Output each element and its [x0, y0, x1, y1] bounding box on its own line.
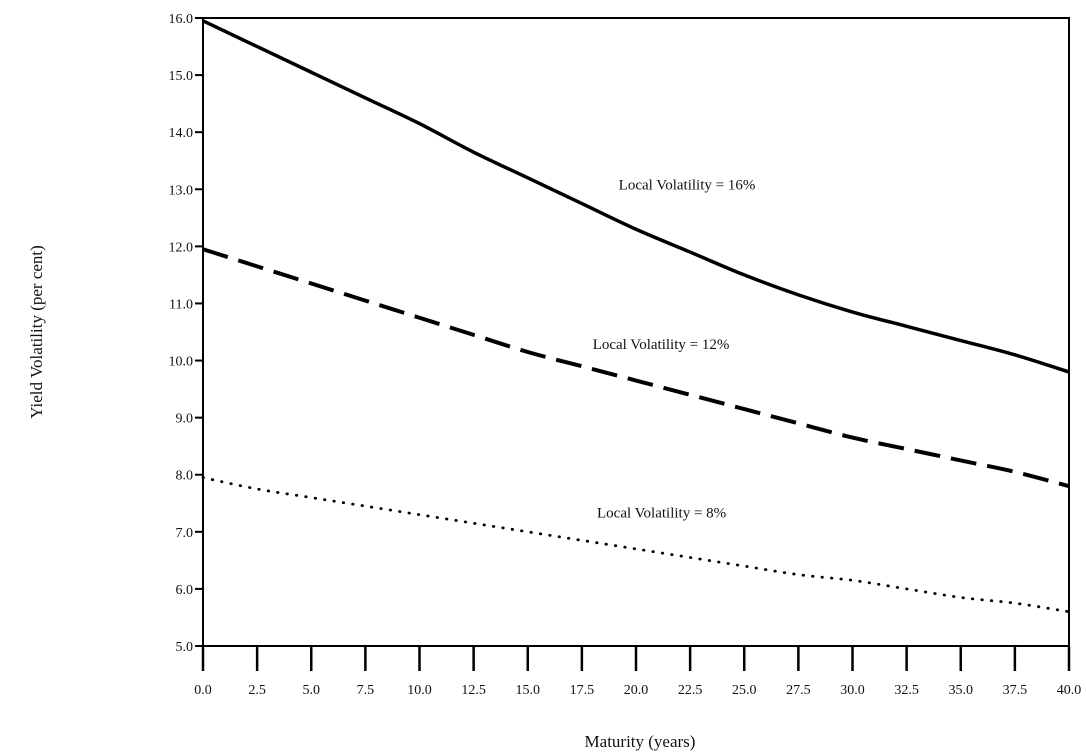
series-layer [201, 19, 1071, 614]
x-tick-label: 7.5 [357, 683, 375, 698]
x-tick-label: 32.5 [894, 683, 919, 698]
x-tick-label: 5.0 [303, 683, 321, 698]
y-axis-title: Yield Volatility (per cent) [27, 245, 46, 419]
x-tick-label: 15.0 [516, 683, 541, 698]
x-tick-label: 2.5 [248, 683, 266, 698]
x-tick-label: 10.0 [407, 683, 432, 698]
y-tick-label: 10.0 [169, 355, 194, 370]
x-tick-label: 22.5 [678, 683, 703, 698]
x-tick-label: 25.0 [732, 683, 757, 698]
y-tick-label: 7.0 [176, 526, 194, 541]
x-axis-ticks: 0.0 2.5 5.0 7.5 10.0 12.5 15.0 17.5 20.0 22.5 25.0… [194, 646, 1081, 698]
x-tick-label: 0.0 [194, 683, 212, 698]
y-tick-label: 5.0 [176, 640, 194, 655]
x-axis-title: Maturity (years) [585, 732, 696, 751]
x-tick-label: 35.0 [949, 683, 974, 698]
series-line-solid [202, 19, 1070, 374]
plot-area [202, 17, 1070, 647]
x-tick-label: 27.5 [786, 683, 811, 698]
y-tick-label: 12.0 [169, 240, 194, 255]
y-tick-label: 6.0 [176, 583, 194, 598]
x-tick-label: 37.5 [1003, 683, 1028, 698]
y-tick-label: 11.0 [169, 297, 193, 312]
series-label: Local Volatility = 8% [597, 506, 726, 522]
y-tick-label: 15.0 [169, 69, 194, 84]
x-tick-label: 12.5 [461, 683, 486, 698]
y-tick-label: 8.0 [176, 469, 194, 484]
series-label: Local Volatility = 16% [619, 177, 756, 193]
y-tick-label: 13.0 [169, 183, 194, 198]
y-axis-ticks: 5.0 6.0 7.0 8.0 9.0 10.0 11.0 12.0 13.0 14.0 15.0 1… [169, 12, 203, 655]
series-line-dashed [202, 247, 1070, 489]
series-line-dotted [201, 476, 1071, 614]
annotation-layer: Local Volatility = 16% Local Volatility =… [593, 177, 756, 521]
x-tick-label: 30.0 [840, 683, 865, 698]
x-tick-label: 40.0 [1057, 683, 1082, 698]
y-tick-label: 14.0 [169, 126, 194, 141]
series-label: Local Volatility = 12% [593, 337, 730, 353]
y-tick-label: 16.0 [169, 12, 194, 27]
x-tick-label: 20.0 [624, 683, 649, 698]
x-tick-label: 17.5 [570, 683, 595, 698]
y-tick-label: 9.0 [176, 412, 194, 427]
